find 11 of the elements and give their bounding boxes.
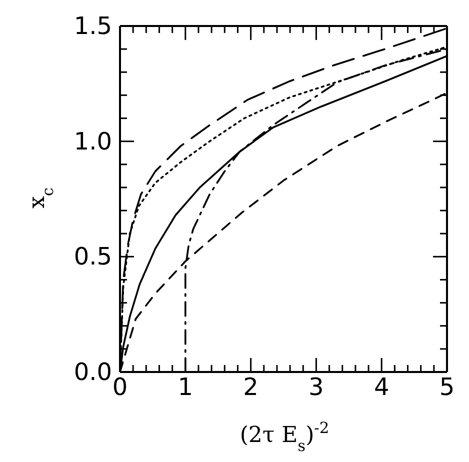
x-tick-label: 5 — [439, 373, 455, 402]
x-axis-title: (2τ E$_{s}$)$^{-2}$ — [240, 419, 330, 455]
y-tick-label: 0.0 — [74, 358, 112, 386]
y-tick-label: 0.5 — [74, 242, 112, 271]
x-tick-label: 1 — [178, 373, 194, 402]
x-tick-label: 4 — [374, 373, 390, 402]
y-tick-label: 1.5 — [74, 12, 112, 40]
x-tick-label: 2 — [243, 373, 258, 402]
x-tick-label: 3 — [308, 373, 324, 402]
x-tick-label: 0 — [112, 373, 128, 402]
y-tick-label: 1.0 — [74, 127, 112, 156]
